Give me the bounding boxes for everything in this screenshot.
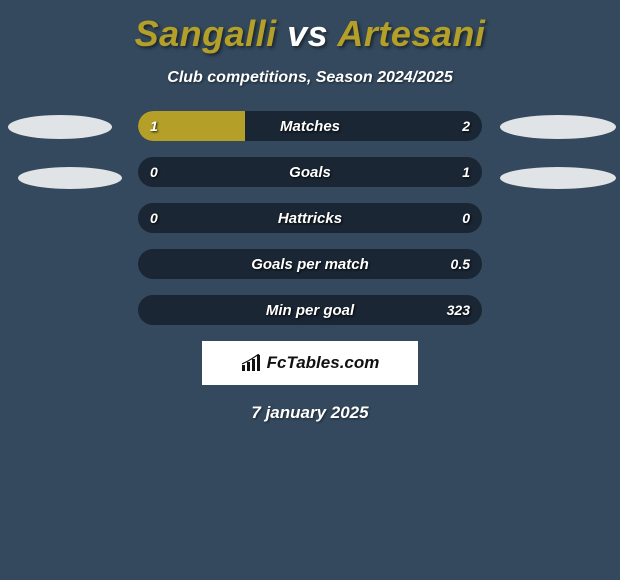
stat-label: Goals per match — [138, 249, 482, 279]
stat-value-right: 2 — [462, 111, 470, 141]
stat-bar-track: Min per goal323 — [138, 295, 482, 325]
page-title: Sangalli vs Artesani — [0, 13, 620, 55]
brand-box: FcTables.com — [202, 341, 418, 385]
stat-value-right: 0.5 — [451, 249, 470, 279]
stat-value-right: 0 — [462, 203, 470, 233]
stat-label: Hattricks — [138, 203, 482, 233]
stat-label: Goals — [138, 157, 482, 187]
subtitle: Club competitions, Season 2024/2025 — [0, 69, 620, 87]
stat-row: 0Hattricks0 — [0, 203, 620, 233]
stat-value-left: 0 — [150, 157, 158, 187]
brand-text: FcTables.com — [267, 353, 380, 373]
stat-row: 1Matches2 — [0, 111, 620, 141]
date-label: 7 january 2025 — [0, 403, 620, 423]
brand-inner: FcTables.com — [241, 353, 380, 373]
brand-chart-icon — [241, 354, 263, 372]
stat-bar-fill-left — [138, 111, 245, 141]
stat-value-right: 1 — [462, 157, 470, 187]
stat-bar-track: 0Goals1 — [138, 157, 482, 187]
stat-bar-track: 0Hattricks0 — [138, 203, 482, 233]
comparison-card: Sangalli vs Artesani Club competitions, … — [0, 0, 620, 423]
stat-rows-wrap: 1Matches20Goals10Hattricks0Goals per mat… — [0, 111, 620, 325]
stat-label: Min per goal — [138, 295, 482, 325]
stat-row: Min per goal323 — [0, 295, 620, 325]
stat-bar-track: 1Matches2 — [138, 111, 482, 141]
stat-row: 0Goals1 — [0, 157, 620, 187]
stat-row: Goals per match0.5 — [0, 249, 620, 279]
stat-value-left: 0 — [150, 203, 158, 233]
player1-name: Sangalli — [135, 13, 277, 54]
vs-word: vs — [287, 13, 328, 54]
stat-bar-track: Goals per match0.5 — [138, 249, 482, 279]
player2-name: Artesani — [337, 13, 485, 54]
stat-value-right: 323 — [447, 295, 470, 325]
